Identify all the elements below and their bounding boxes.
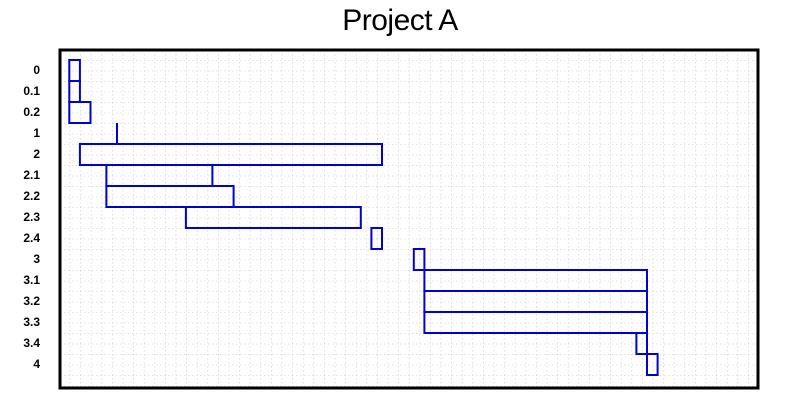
y-tick-label: 2.2: [23, 189, 40, 203]
y-tick-label: 2.1: [23, 168, 40, 182]
y-tick-label: 4: [33, 357, 40, 371]
y-tick-label: 3.2: [23, 294, 40, 308]
y-tick-label: 3.4: [23, 336, 40, 350]
y-tick-label: 3: [33, 252, 40, 266]
chart-title: Project A: [342, 4, 458, 37]
task-bar: [184, 206, 362, 229]
task-bar: [68, 59, 81, 82]
task-bar: [423, 290, 648, 313]
task-bar: [646, 353, 659, 376]
y-tick-label: 2: [33, 147, 40, 161]
task-bar: [635, 332, 649, 355]
task-bar: [423, 311, 648, 334]
y-tick-labels: 0 0.1 0.2 1 2 2.1 2.2 2.3 2.4 3 3.1 3.2 3.3 3.4 4: [23, 63, 40, 371]
task-bar: [423, 269, 648, 292]
plot-frame: [58, 48, 760, 390]
y-tick-label: 1: [33, 126, 40, 140]
y-tick-label: 0.1: [23, 84, 40, 98]
grid-lines: [60, 50, 758, 388]
task-bar: [68, 101, 92, 124]
task-bar: [105, 164, 214, 187]
y-tick-label: 3.3: [23, 315, 40, 329]
task-bar: [68, 80, 81, 103]
y-tick-label: 0.2: [23, 105, 40, 119]
y-tick-label: 3.1: [23, 273, 40, 287]
y-tick-label: 0: [33, 63, 40, 77]
task-bar: [105, 185, 235, 208]
y-tick-label: 2.4: [23, 231, 40, 245]
task-bar: [370, 227, 383, 250]
y-tick-label: 2.3: [23, 210, 40, 224]
task-bar: [412, 248, 426, 271]
task-bars: [68, 59, 659, 376]
task-bar: [78, 143, 384, 166]
